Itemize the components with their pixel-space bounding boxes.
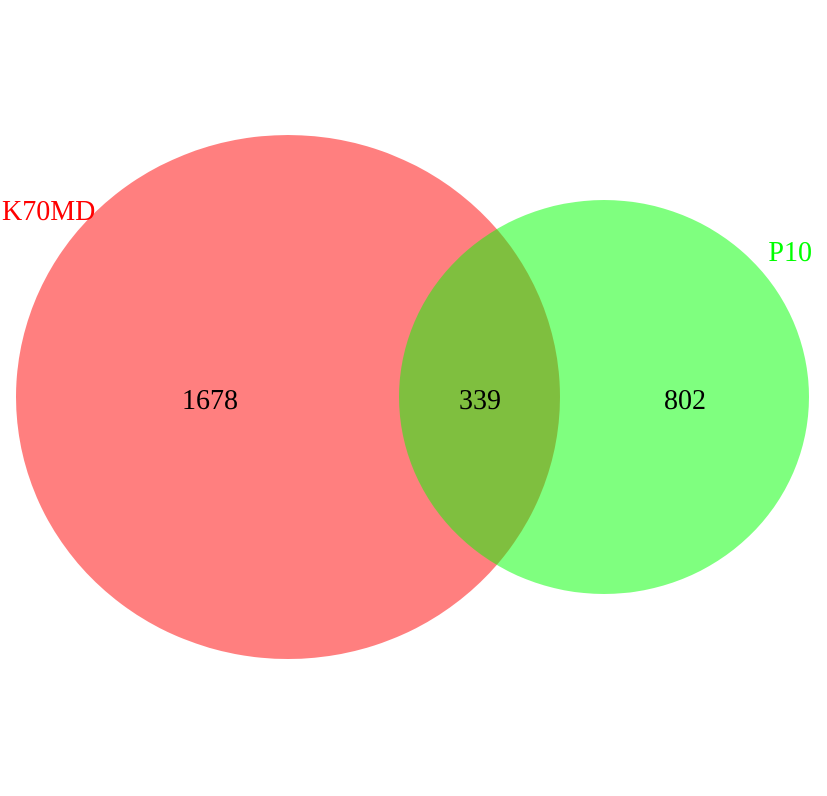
set-circle-k70md (16, 135, 560, 659)
count-k70md-only: 1678 (182, 385, 238, 416)
count-p10-only: 802 (664, 385, 706, 416)
count-intersection: 339 (459, 385, 501, 416)
set-label-k70md: K70MD (2, 196, 95, 227)
set-label-p10: P10 (768, 237, 812, 268)
set-circle-p10 (399, 200, 809, 594)
